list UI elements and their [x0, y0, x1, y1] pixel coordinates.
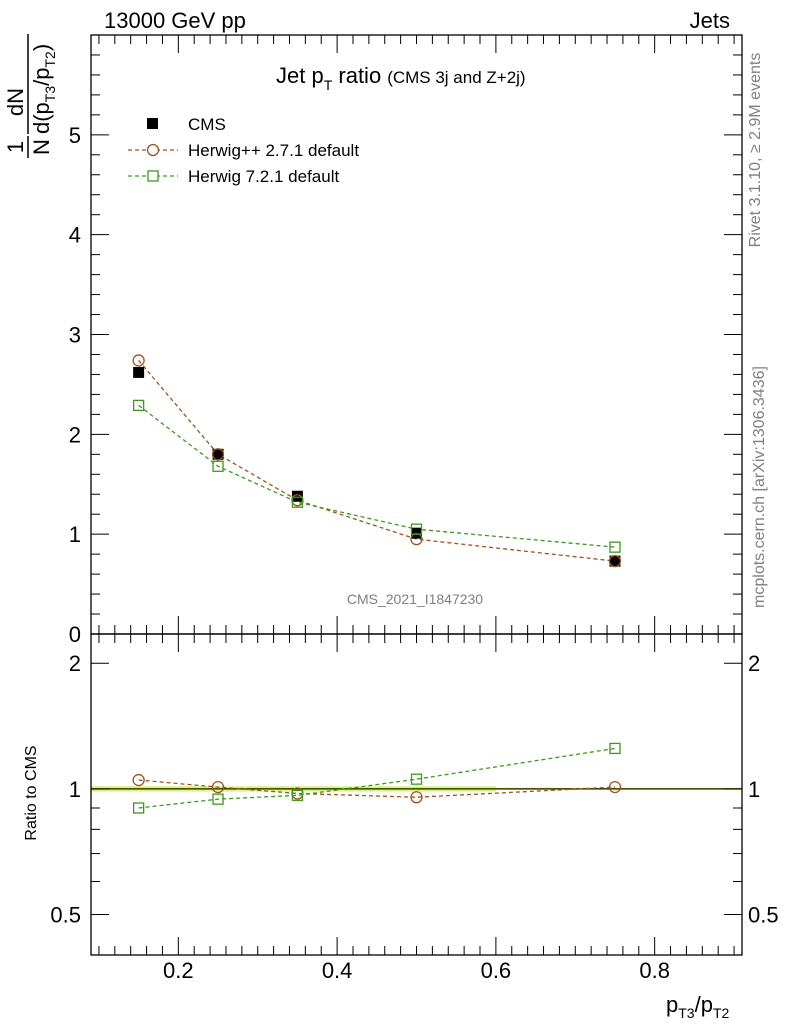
ratio-herwigpp-point — [608, 780, 622, 794]
ratio-y-tick-label-right: 0.5 — [748, 903, 779, 928]
ratio-herwigpp-point — [211, 780, 225, 794]
x-tick-label: 0.4 — [322, 958, 353, 983]
ylabel-s2: T2 — [42, 51, 58, 68]
main-y-tick-label: 5 — [69, 123, 81, 148]
xlabel-s1: T3 — [678, 1005, 695, 1021]
herwigpp-point — [608, 554, 622, 568]
legend-cms-marker — [147, 118, 158, 129]
cms-point — [291, 490, 303, 502]
title-small: (CMS 3j and Z+2j) — [387, 68, 525, 87]
cms-point — [212, 448, 224, 460]
title-sub: T — [324, 77, 333, 93]
ratio-herwig7-point — [609, 742, 621, 755]
herwig7-point — [132, 399, 145, 412]
ratio-y-tick-label-right: 2 — [748, 651, 760, 676]
header-energy: 13000 GeV pp — [104, 8, 246, 33]
title-main: Jet p — [276, 63, 324, 88]
main-y-tick-label: 1 — [69, 522, 81, 547]
ratio-y-tick-label-right: 1 — [748, 777, 760, 802]
ratio-herwigpp-point — [410, 791, 423, 804]
ylabel-d: d(pT3/pT2) — [29, 44, 58, 134]
main-y-tick-label: 2 — [69, 422, 81, 447]
ylabel-num: 1 — [3, 141, 28, 153]
title-rest: ratio — [332, 63, 381, 88]
ylabel-d-text: d(p — [29, 102, 54, 134]
ylabel-den: N — [29, 139, 54, 155]
x-tick-label: 0.2 — [163, 958, 194, 983]
ratio-y-tick-label: 2 — [69, 651, 81, 676]
ratio-herwig7-point — [132, 802, 145, 814]
herwigpp-point — [132, 354, 145, 367]
herwig7-point — [291, 496, 304, 508]
chart-title: Jet pT ratio (CMS 3j and Z+2j) — [276, 63, 526, 93]
x-tick-label: 0.8 — [639, 958, 670, 983]
main-y-tick-label: 0 — [69, 622, 81, 647]
ratio-herwig7-point — [410, 773, 423, 785]
ratio-y-tick-label: 0.5 — [50, 903, 81, 928]
xlabel-p1: p — [666, 992, 678, 1017]
xlabel-s2: T2 — [713, 1005, 730, 1021]
cms-point — [609, 555, 621, 567]
ratio-series-line-1 — [138, 747, 616, 809]
main-y-tick-label: 4 — [69, 223, 81, 248]
legend-herwig7-marker — [147, 170, 159, 182]
header-category: Jets — [690, 8, 730, 33]
analysis-watermark: CMS_2021_I1847230 — [347, 591, 483, 607]
cms-point — [133, 366, 145, 378]
main-y-tick-label: 3 — [69, 323, 81, 348]
herwigpp-point — [211, 448, 225, 461]
ratio-series-line-0 — [138, 779, 616, 798]
ratio-frame — [90, 633, 743, 956]
ylabel-close: ) — [29, 44, 54, 51]
legend-herwigpp-label: Herwig++ 2.7.1 default — [188, 141, 359, 160]
herwig7-point — [410, 523, 423, 535]
y-axis-label-ratio: Ratio to CMS — [23, 745, 40, 840]
main-series-line-1 — [138, 360, 616, 562]
ratio-herwig7-point — [212, 793, 224, 805]
ylabel-slash: /p — [29, 68, 54, 86]
herwig7-point — [212, 460, 224, 472]
legend-herwig7-label: Herwig 7.2.1 default — [188, 167, 339, 186]
x-axis-label: pT3/pT2 — [666, 992, 730, 1021]
x-tick-label: 0.6 — [481, 958, 512, 983]
y-axis-label-main: 1 N dN d(pT3/pT2) — [3, 34, 58, 158]
main-series-line-2 — [138, 404, 616, 548]
ylabel-s1: T3 — [42, 86, 58, 103]
ratio-herwigpp-point — [132, 773, 145, 787]
legend-cms-label: CMS — [188, 115, 226, 134]
ratio-herwig7-point — [291, 789, 304, 802]
main-panel: 0 1 2 3 4 5 — [69, 34, 743, 647]
legend-herwigpp-marker — [146, 143, 160, 157]
rivet-label: Rivet 3.1.10, ≥ 2.9M events — [747, 53, 764, 248]
ratio-y-tick-label: 1 — [69, 777, 81, 802]
mcplots-label: mcplots.cern.ch [arXiv:1306.3436] — [751, 366, 768, 608]
legend: CMS Herwig++ 2.7.1 default Herwig 7.2.1 … — [128, 115, 359, 186]
xlabel-slash: /p — [695, 992, 713, 1017]
herwig7-point — [609, 541, 621, 553]
ratio-panel: 0.5 0.5 1 1 2 2 0.2 0.4 0.6 0.8 — [50, 633, 779, 983]
ylabel-dn: dN — [3, 88, 28, 116]
